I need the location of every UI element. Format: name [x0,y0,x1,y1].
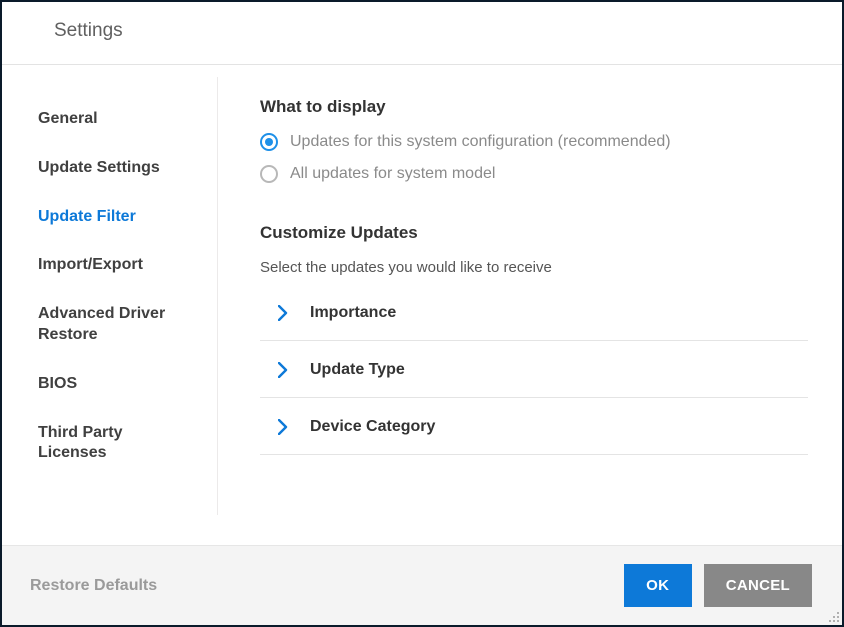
sidebar-item-update-filter[interactable]: Update Filter [38,207,217,256]
footer: Restore Defaults OK CANCEL [2,545,842,625]
main-panel: What to display Updates for this system … [218,65,842,527]
sidebar-item-update-settings[interactable]: Update Settings [38,158,217,207]
customize-subtext: Select the updates you would like to rec… [260,259,808,276]
resize-grip-icon[interactable] [827,610,839,622]
sidebar: General Update Settings Update Filter Im… [2,77,218,515]
ok-button[interactable]: OK [624,564,692,607]
content: General Update Settings Update Filter Im… [2,65,842,527]
accordion-label: Update Type [310,361,405,379]
accordion-importance[interactable]: Importance [260,284,808,341]
chevron-right-icon [278,362,288,378]
radio-option-recommended[interactable]: Updates for this system configuration (r… [260,133,808,151]
sidebar-item-general[interactable]: General [38,109,217,158]
restore-defaults-link[interactable]: Restore Defaults [30,577,157,595]
header: Settings [2,2,842,65]
accordion-label: Device Category [310,418,435,436]
radio-label: Updates for this system configuration (r… [290,133,671,151]
sidebar-item-import-export[interactable]: Import/Export [38,255,217,304]
accordion-label: Importance [310,304,396,322]
radio-icon [260,133,278,151]
page-title: Settings [54,20,842,42]
sidebar-item-advanced-driver-restore[interactable]: Advanced Driver Restore [38,304,217,374]
chevron-right-icon [278,305,288,321]
radio-option-all-updates[interactable]: All updates for system model [260,165,808,183]
sidebar-item-third-party-licenses[interactable]: Third Party Licenses [38,423,217,493]
chevron-right-icon [278,419,288,435]
sidebar-item-bios[interactable]: BIOS [38,374,217,423]
what-to-display-title: What to display [260,97,808,117]
cancel-button[interactable]: CANCEL [704,564,812,607]
customize-updates-title: Customize Updates [260,223,808,243]
radio-icon [260,165,278,183]
accordion-device-category[interactable]: Device Category [260,398,808,455]
accordion-update-type[interactable]: Update Type [260,341,808,398]
radio-label: All updates for system model [290,165,495,183]
